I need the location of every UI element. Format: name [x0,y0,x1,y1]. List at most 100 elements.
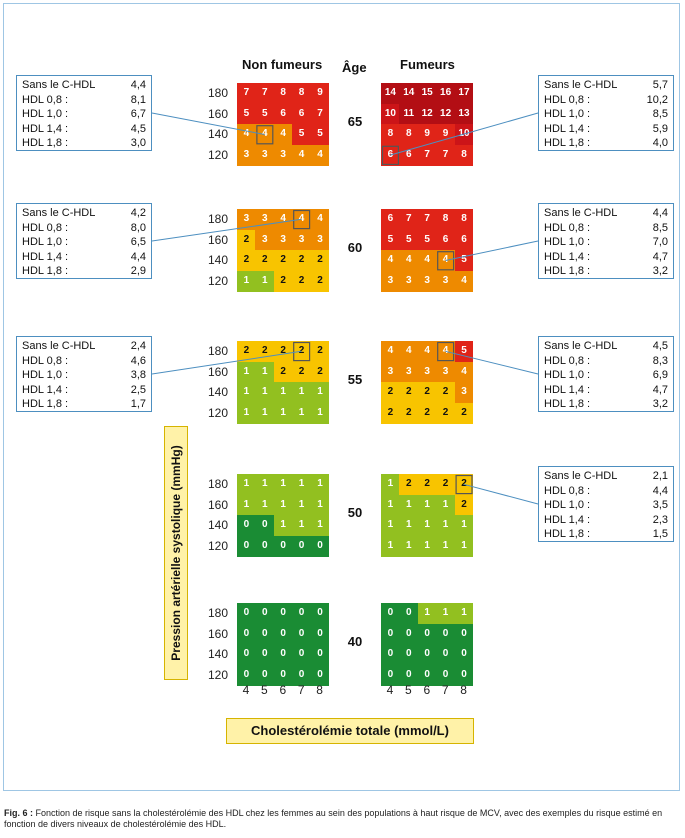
risk-cell-nonsmoker-age40-r0-c4: 0 [310,603,330,624]
caption-text: Fonction de risque sans la cholestérolém… [4,808,663,829]
risk-cell-smoker-age40-r0-c3: 1 [436,603,455,624]
example-row-label: HDL 1,4 : [544,383,591,396]
risk-cell-smoker-age40-r1-c0: 0 [381,623,400,645]
example-row: Sans le C-HDL 4,2 [22,206,146,221]
risk-cell-smoker-age55-r3-c3: 2 [436,402,455,424]
risk-cell-smoker-age55-r3-c0: 2 [381,402,400,424]
sbp-tick-label: 160 [207,106,228,121]
example-row-label: HDL 1,0 : [544,369,591,382]
cholesterol-tick-label: 4 [386,683,394,697]
risk-cell-smoker-age50-r0-c3: 2 [436,474,455,495]
example-row-value: 6,5 [130,236,146,249]
example-row-value: 1,5 [652,528,668,541]
example-row: HDL 1,4 : 4,7 [544,383,668,398]
risk-cell-nonsmoker-age60-r3-c3: 2 [292,270,311,292]
risk-cell-nonsmoker-age40-r3-c0: 0 [237,664,256,686]
risk-cell-smoker-age55-r1-c1: 3 [399,361,419,383]
risk-cell-nonsmoker-age50-r3-c4: 0 [310,535,330,557]
risk-cell-nonsmoker-age60-r3-c1: 1 [255,270,275,292]
risk-cell-nonsmoker-age65-r0-c3: 8 [292,83,311,104]
risk-cell-nonsmoker-age55-r2-c2: 1 [273,382,293,404]
cholesterol-tick-label: 7 [297,683,305,697]
cholesterol-tick-label: 6 [423,683,431,697]
example-row-label: HDL 1,8 : [22,137,69,150]
example-row-value: 6,9 [652,369,668,382]
risk-cell-nonsmoker-age65-r2-c0: 4 [237,124,256,146]
risk-cell-smoker-age40-r3-c1: 0 [399,664,419,686]
sbp-tick-label: 180 [207,86,228,100]
risk-cell-nonsmoker-age60-r0-c2: 4 [273,209,293,230]
example-row-label: HDL 0,8 : [544,93,591,106]
risk-cell-smoker-age50-r1-c4: 2 [454,494,474,516]
risk-cell-smoker-age40-r3-c0: 0 [381,664,400,686]
risk-cell-smoker-age65-r0-c3: 16 [436,83,455,104]
cholesterol-tick-label: 6 [279,683,287,697]
risk-cell-nonsmoker-age50-r2-c3: 1 [292,515,311,537]
risk-cell-smoker-age65-r2-c4: 10 [454,124,474,146]
risk-cell-smoker-age40-r2-c3: 0 [436,644,455,666]
risk-cell-nonsmoker-age60-r1-c3: 3 [292,229,311,251]
risk-cell-smoker-age50-r2-c3: 1 [436,515,455,537]
risk-cell-nonsmoker-age65-r0-c4: 9 [310,83,330,104]
risk-cell-nonsmoker-age65-r0-c0: 7 [237,83,256,104]
risk-cell-smoker-age40-r2-c2: 0 [417,644,437,666]
example-row: HDL 1,4 : 2,3 [544,513,668,528]
risk-cell-nonsmoker-age50-r1-c3: 1 [292,494,311,516]
risk-cell-smoker-age40-r1-c2: 0 [417,623,437,645]
risk-cell-nonsmoker-age40-r1-c0: 0 [237,623,256,645]
example-row-label: HDL 0,8 : [544,221,591,234]
x-axis-title: Cholestérolémie totale (mmol/L) [226,718,474,744]
example-box-left-age60: Sans le C-HDL 4,2 HDL 0,8 : 8,0 HDL 1,0 : 6,5… [16,203,152,279]
risk-cell-smoker-age40-r3-c3: 0 [436,664,455,686]
example-row-value: 3,5 [652,499,668,512]
example-row-label: HDL 0,8 : [544,484,591,497]
sbp-tick-label: 180 [207,477,228,491]
risk-cell-nonsmoker-age55-r1-c1: 1 [255,361,275,383]
cholesterol-tick-label: 4 [242,683,250,697]
risk-cell-nonsmoker-age65-r1-c3: 6 [292,103,311,125]
risk-cell-smoker-age60-r2-c3: 4 [436,250,455,272]
example-row: HDL 1,4 : 4,7 [544,250,668,265]
risk-cell-smoker-age40-r3-c4: 0 [454,664,474,686]
risk-cell-smoker-age60-r3-c0: 3 [381,270,400,292]
header-non-smokers: Non fumeurs [242,57,323,72]
example-row: HDL 0,8 : 4,6 [22,354,146,369]
risk-cell-nonsmoker-age65-r2-c1: 4 [255,124,275,146]
risk-cell-nonsmoker-age60-r3-c2: 2 [273,270,293,292]
risk-cell-nonsmoker-age65-r1-c1: 5 [255,103,275,125]
risk-cell-nonsmoker-age60-r3-c0: 1 [237,270,256,292]
risk-cell-smoker-age65-r2-c3: 9 [436,124,455,146]
risk-cell-smoker-age55-r0-c0: 4 [381,341,400,362]
risk-cell-nonsmoker-age40-r0-c3: 0 [292,603,311,624]
risk-cell-nonsmoker-age65-r3-c2: 3 [273,144,293,166]
risk-cell-smoker-age55-r3-c1: 2 [399,402,419,424]
risk-cell-smoker-age65-r0-c0: 14 [381,83,400,104]
risk-cell-nonsmoker-age50-r1-c1: 1 [255,494,275,516]
example-row-label: HDL 0,8 : [22,354,69,367]
risk-cell-nonsmoker-age40-r1-c1: 0 [255,623,275,645]
sbp-tick-label: 120 [207,405,228,420]
example-row-value: 3,2 [652,265,668,278]
risk-cell-smoker-age50-r1-c0: 1 [381,494,400,516]
risk-cell-smoker-age60-r3-c1: 3 [399,270,419,292]
risk-cell-nonsmoker-age50-r2-c4: 1 [310,515,330,537]
risk-cell-nonsmoker-age50-r2-c2: 1 [273,515,293,537]
example-row-label: HDL 1,4 : [22,122,69,135]
risk-cell-smoker-age65-r1-c4: 13 [454,103,474,125]
example-row-label: Sans le C-HDL [544,79,618,91]
risk-cell-smoker-age55-r2-c2: 2 [417,382,437,404]
risk-cell-smoker-age50-r2-c0: 1 [381,515,400,537]
risk-cell-nonsmoker-age60-r1-c0: 2 [237,229,256,251]
example-row: HDL 1,4 : 4,4 [22,250,146,265]
risk-cell-nonsmoker-age40-r0-c1: 0 [255,603,275,624]
example-row-label: HDL 1,4 : [22,250,69,263]
example-row-value: 7,0 [652,236,668,249]
risk-cell-nonsmoker-age55-r2-c1: 1 [255,382,275,404]
age-label: 60 [347,240,363,256]
risk-cell-nonsmoker-age50-r0-c3: 1 [292,474,311,495]
cholesterol-tick-label: 5 [261,683,268,697]
example-row-label: Sans le C-HDL [544,207,618,219]
risk-cell-smoker-age40-r0-c2: 1 [417,603,437,624]
risk-cell-nonsmoker-age40-r1-c4: 0 [310,623,330,645]
